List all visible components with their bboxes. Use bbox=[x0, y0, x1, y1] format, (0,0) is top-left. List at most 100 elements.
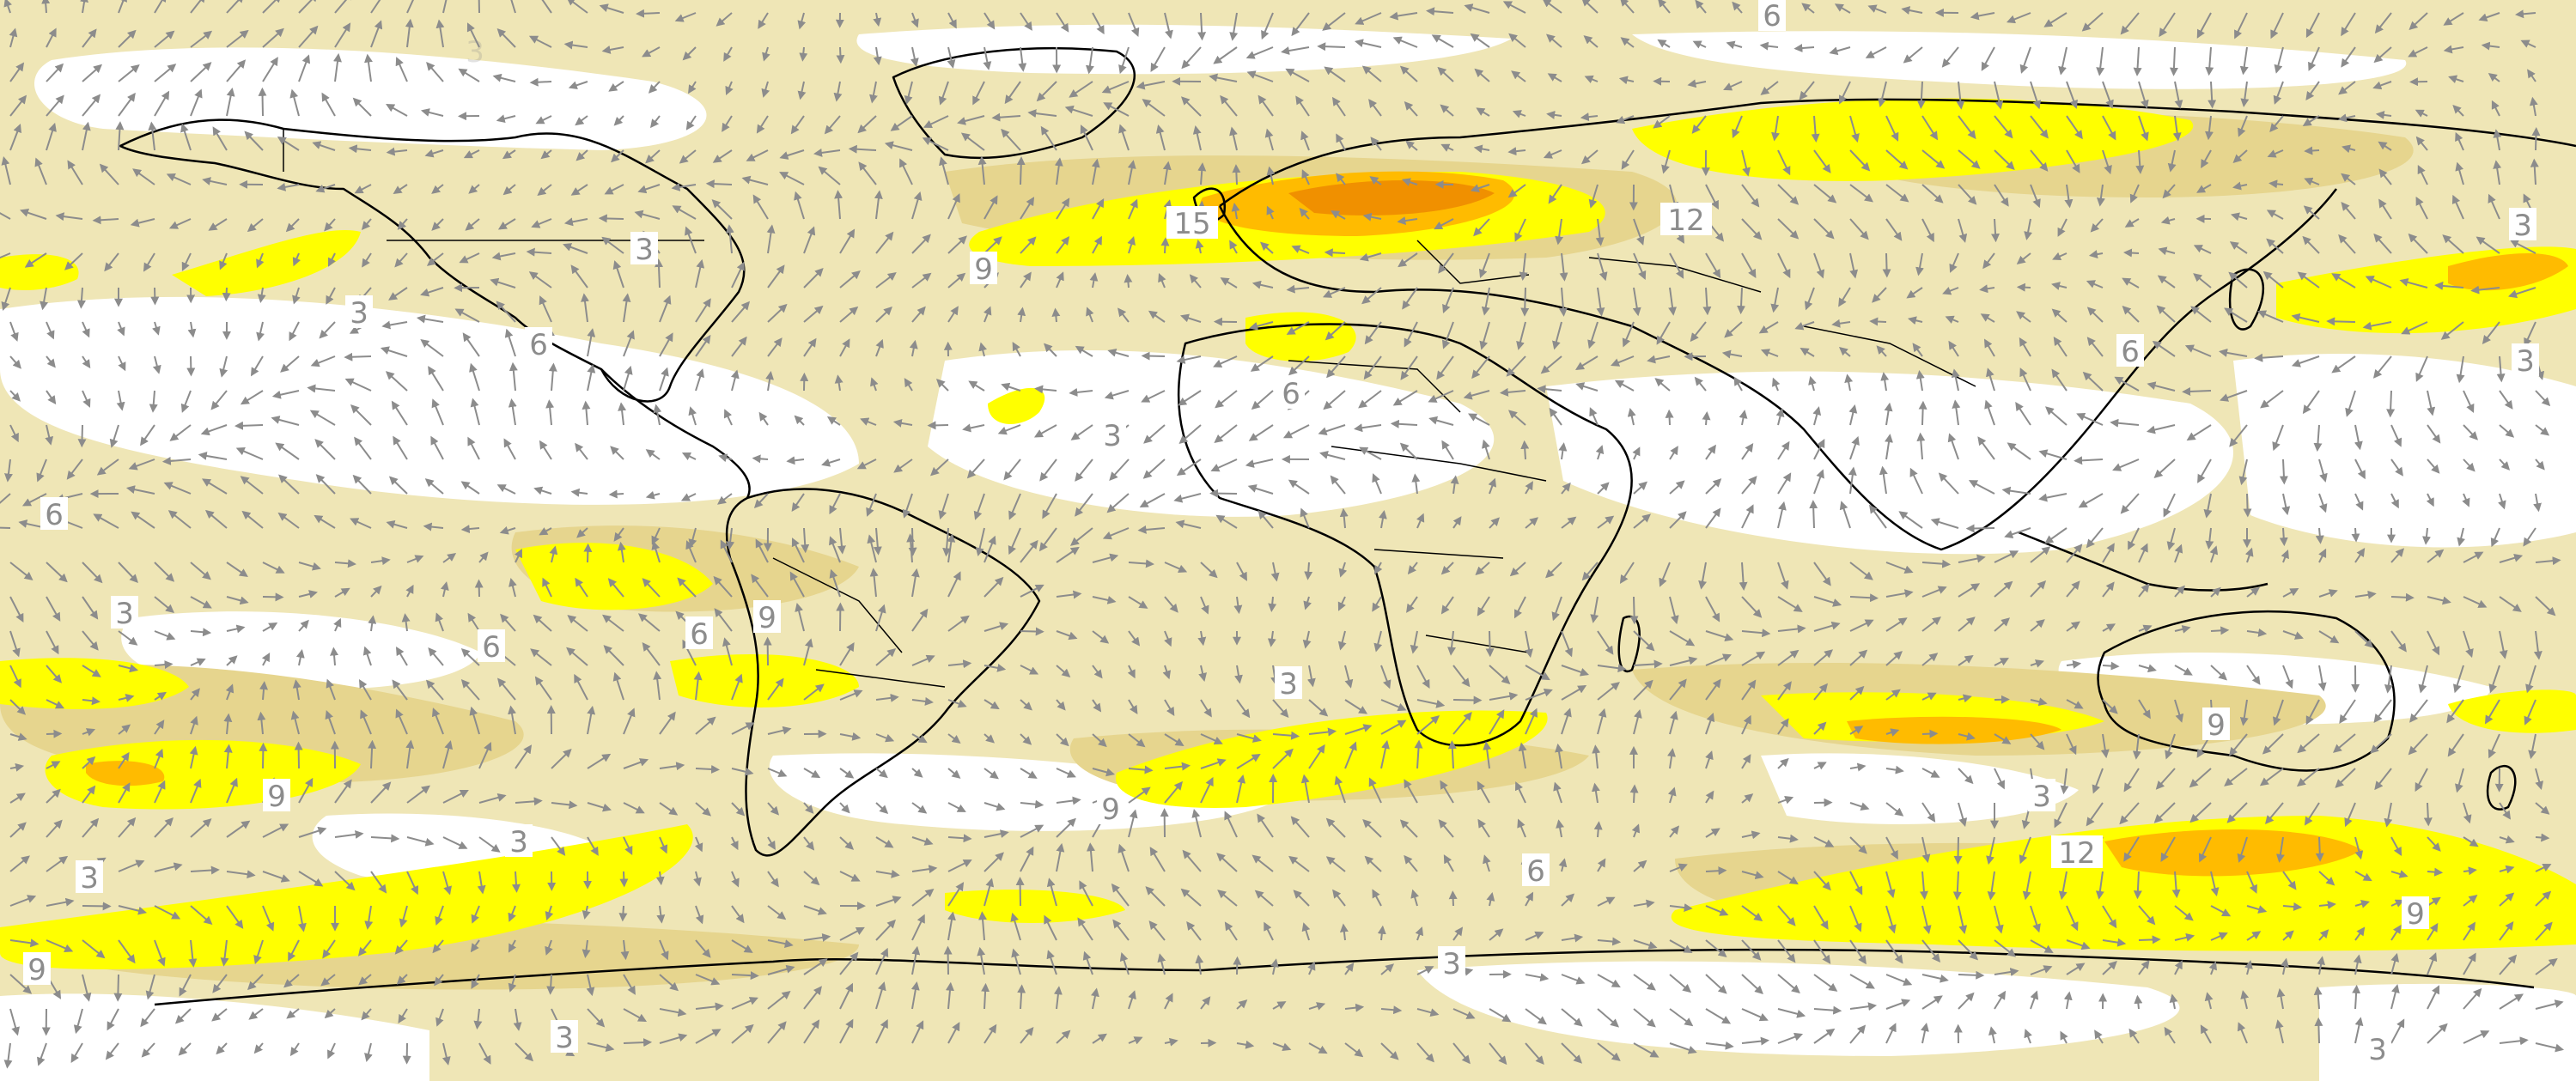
wind-vector-arrow bbox=[1548, 184, 1562, 204]
wind-vector-arrow bbox=[526, 247, 552, 257]
wind-vector-arrow bbox=[1777, 218, 1800, 240]
wind-vector-arrow bbox=[118, 29, 137, 48]
wind-vector-arrow bbox=[939, 156, 949, 185]
wind-vector-arrow bbox=[1164, 12, 1173, 39]
wind-vector-arrow bbox=[957, 115, 985, 125]
wind-vector-arrow bbox=[1036, 81, 1057, 102]
wind-vector-arrow bbox=[695, 258, 705, 288]
wind-vector-arrow bbox=[1657, 39, 1671, 48]
wind-vector-arrow bbox=[2443, 45, 2464, 54]
wind-vector-arrow bbox=[362, 252, 372, 268]
wind-vector-arrow bbox=[9, 94, 27, 117]
wind-vector-arrow bbox=[82, 28, 97, 48]
wind-vector-arrow bbox=[298, 54, 311, 82]
wind-vector-arrow bbox=[1691, 115, 1707, 134]
wind-vector-arrow bbox=[2120, 12, 2140, 35]
wind-vector-arrow bbox=[563, 217, 588, 227]
wind-vector-arrow bbox=[1633, 252, 1647, 281]
wind-vector-arrow bbox=[1732, 115, 1743, 138]
wind-vector-arrow bbox=[899, 158, 913, 185]
wind-vector-arrow bbox=[1192, 125, 1202, 151]
wind-vector-arrow bbox=[824, 115, 841, 135]
wind-vector-arrow bbox=[2238, 115, 2248, 137]
wind-vector-arrow bbox=[1015, 877, 1025, 907]
wind-vector-arrow bbox=[1777, 252, 1791, 279]
wind-vector-arrow bbox=[803, 267, 824, 288]
wind-vector-arrow bbox=[1906, 287, 1923, 299]
wind-vector-arrow bbox=[2386, 390, 2396, 418]
wind-vector-arrow bbox=[186, 355, 196, 377]
wind-vector-arrow bbox=[244, 131, 264, 151]
wind-vector-arrow bbox=[459, 252, 480, 264]
wind-vector-arrow bbox=[2229, 241, 2248, 254]
wind-vector-arrow bbox=[1596, 287, 1605, 317]
wind-vector-arrow bbox=[797, 81, 807, 100]
wind-vector-arrow bbox=[1470, 184, 1490, 192]
wind-vector-arrow bbox=[1705, 184, 1719, 210]
wind-vector-arrow bbox=[2417, 165, 2428, 185]
wind-vector-arrow bbox=[1069, 81, 1093, 98]
contour-label: 6 bbox=[529, 328, 548, 362]
wind-vector-arrow bbox=[1813, 252, 1825, 279]
wind-vector-arrow bbox=[2415, 196, 2428, 220]
wind-vector-arrow bbox=[1741, 252, 1757, 278]
wind-vector-arrow bbox=[1398, 252, 1418, 268]
wind-vector-arrow bbox=[226, 87, 235, 117]
wind-vector-arrow bbox=[2102, 149, 2112, 175]
wind-vector-arrow bbox=[2409, 12, 2428, 31]
wind-vector-arrow bbox=[1295, 95, 1310, 117]
wind-vector-arrow bbox=[1918, 400, 1927, 426]
wind-vector-arrow bbox=[1229, 240, 1238, 254]
wind-vector-arrow bbox=[0, 212, 11, 220]
wind-vector-arrow bbox=[839, 228, 856, 254]
wind-vector-arrow bbox=[99, 163, 119, 185]
contour-label: 6 bbox=[45, 498, 64, 532]
wind-vector-arrow bbox=[1399, 65, 1418, 82]
wind-vector-arrow bbox=[2138, 81, 2149, 109]
wind-vector-arrow bbox=[947, 12, 957, 29]
wind-vector-arrow bbox=[2266, 238, 2284, 254]
contour-label: 9 bbox=[758, 601, 776, 635]
wind-vector-arrow bbox=[2515, 9, 2536, 19]
wind-vector-arrow bbox=[2302, 115, 2320, 126]
wind-vector-arrow bbox=[608, 81, 624, 92]
contour-label: 3 bbox=[2513, 209, 2532, 243]
wind-vector-arrow bbox=[1514, 218, 1526, 242]
wind-vector-arrow bbox=[2088, 250, 2104, 259]
wind-vector-arrow bbox=[722, 115, 733, 132]
wind-vector-arrow bbox=[1885, 115, 1899, 142]
wind-vector-arrow bbox=[1580, 112, 1599, 122]
wind-vector-arrow bbox=[420, 287, 444, 297]
wind-vector-arrow bbox=[1281, 46, 1310, 55]
wind-vector-arrow bbox=[294, 741, 303, 769]
wind-vector-arrow bbox=[2341, 173, 2356, 185]
wind-vector-arrow bbox=[1231, 203, 1240, 220]
wind-vector-arrow bbox=[502, 149, 516, 160]
wind-vector-arrow bbox=[1982, 252, 1995, 270]
wind-vector-arrow bbox=[911, 191, 923, 220]
contour-label: 9 bbox=[2207, 708, 2226, 743]
wind-vector-arrow bbox=[2024, 218, 2033, 240]
wind-vector-arrow bbox=[1702, 411, 1711, 426]
wind-vector-arrow bbox=[1941, 46, 1959, 68]
wind-vector-arrow bbox=[2124, 218, 2140, 228]
wind-vector-arrow bbox=[82, 902, 112, 911]
wind-vector-arrow bbox=[2169, 46, 2178, 76]
wind-vector-arrow bbox=[2478, 12, 2500, 22]
wind-vector-arrow bbox=[604, 184, 624, 195]
wind-vector-arrow bbox=[202, 177, 228, 185]
wind-vector-arrow bbox=[208, 218, 228, 231]
wind-vector-arrow bbox=[1621, 149, 1635, 170]
contour-label: 3 bbox=[1442, 947, 1461, 981]
wind-vector-arrow bbox=[685, 226, 697, 254]
wind-vector-arrow bbox=[2374, 12, 2392, 34]
wind-vector-arrow bbox=[813, 148, 841, 157]
wind-vector-arrow bbox=[836, 46, 845, 64]
wind-vector-arrow bbox=[132, 168, 155, 185]
contour-label: 3 bbox=[2032, 780, 2051, 814]
wind-vector-arrow bbox=[1162, 161, 1172, 185]
wind-vector-arrow bbox=[1291, 245, 1310, 254]
wind-vector-arrow bbox=[637, 184, 661, 194]
wind-vector-arrow bbox=[262, 57, 278, 82]
wind-vector-arrow bbox=[1001, 128, 1021, 151]
